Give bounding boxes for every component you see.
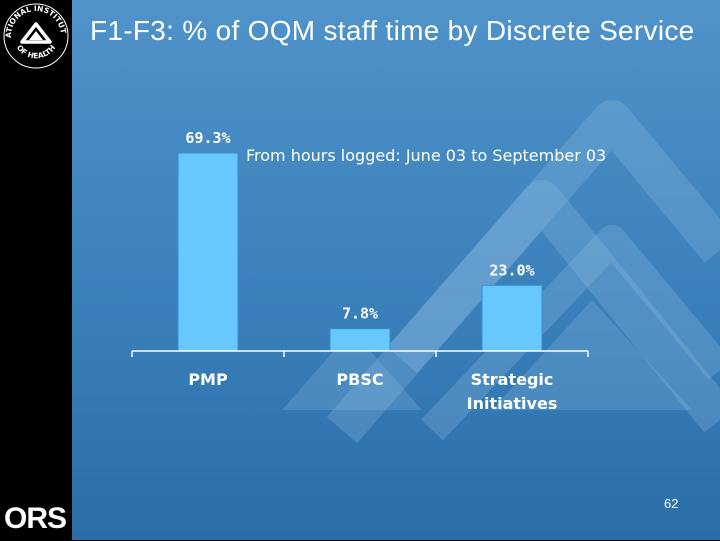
value-label: 23.0% [489,261,534,279]
category-label: PBSC [336,370,383,389]
slide-main: F1-F3: % of OQM staff time by Discrete S… [72,0,720,540]
bar-pbsc [329,328,391,352]
bar-strategic-initiatives [481,284,543,352]
value-label: 69.3% [185,129,230,147]
svg-text:ORS: ORS [4,502,66,535]
value-label: 7.8% [342,305,378,323]
svg-text:OF HEALTH: OF HEALTH [15,43,57,60]
nih-seal-icon: NATIONAL INSTITUTES OF HEALTH [2,2,69,69]
bar-chart: 69.3% 7.8% 23.0% PMP PBSC Strategic Initiativ… [131,129,589,413]
category-label: Strategic Initiatives [467,370,558,413]
bar-pmp [177,152,239,352]
category-label: PMP [188,370,228,389]
background-triangles [282,100,720,444]
page-number: 62 [664,496,679,511]
slide-title: F1-F3: % of OQM staff time by Discrete S… [90,15,695,46]
chart-subtitle: From hours logged: June 03 to September … [246,146,607,165]
ors-logo: ORS [4,496,68,536]
sidebar: NATIONAL INSTITUTES OF HEALTH ORS [0,0,72,540]
